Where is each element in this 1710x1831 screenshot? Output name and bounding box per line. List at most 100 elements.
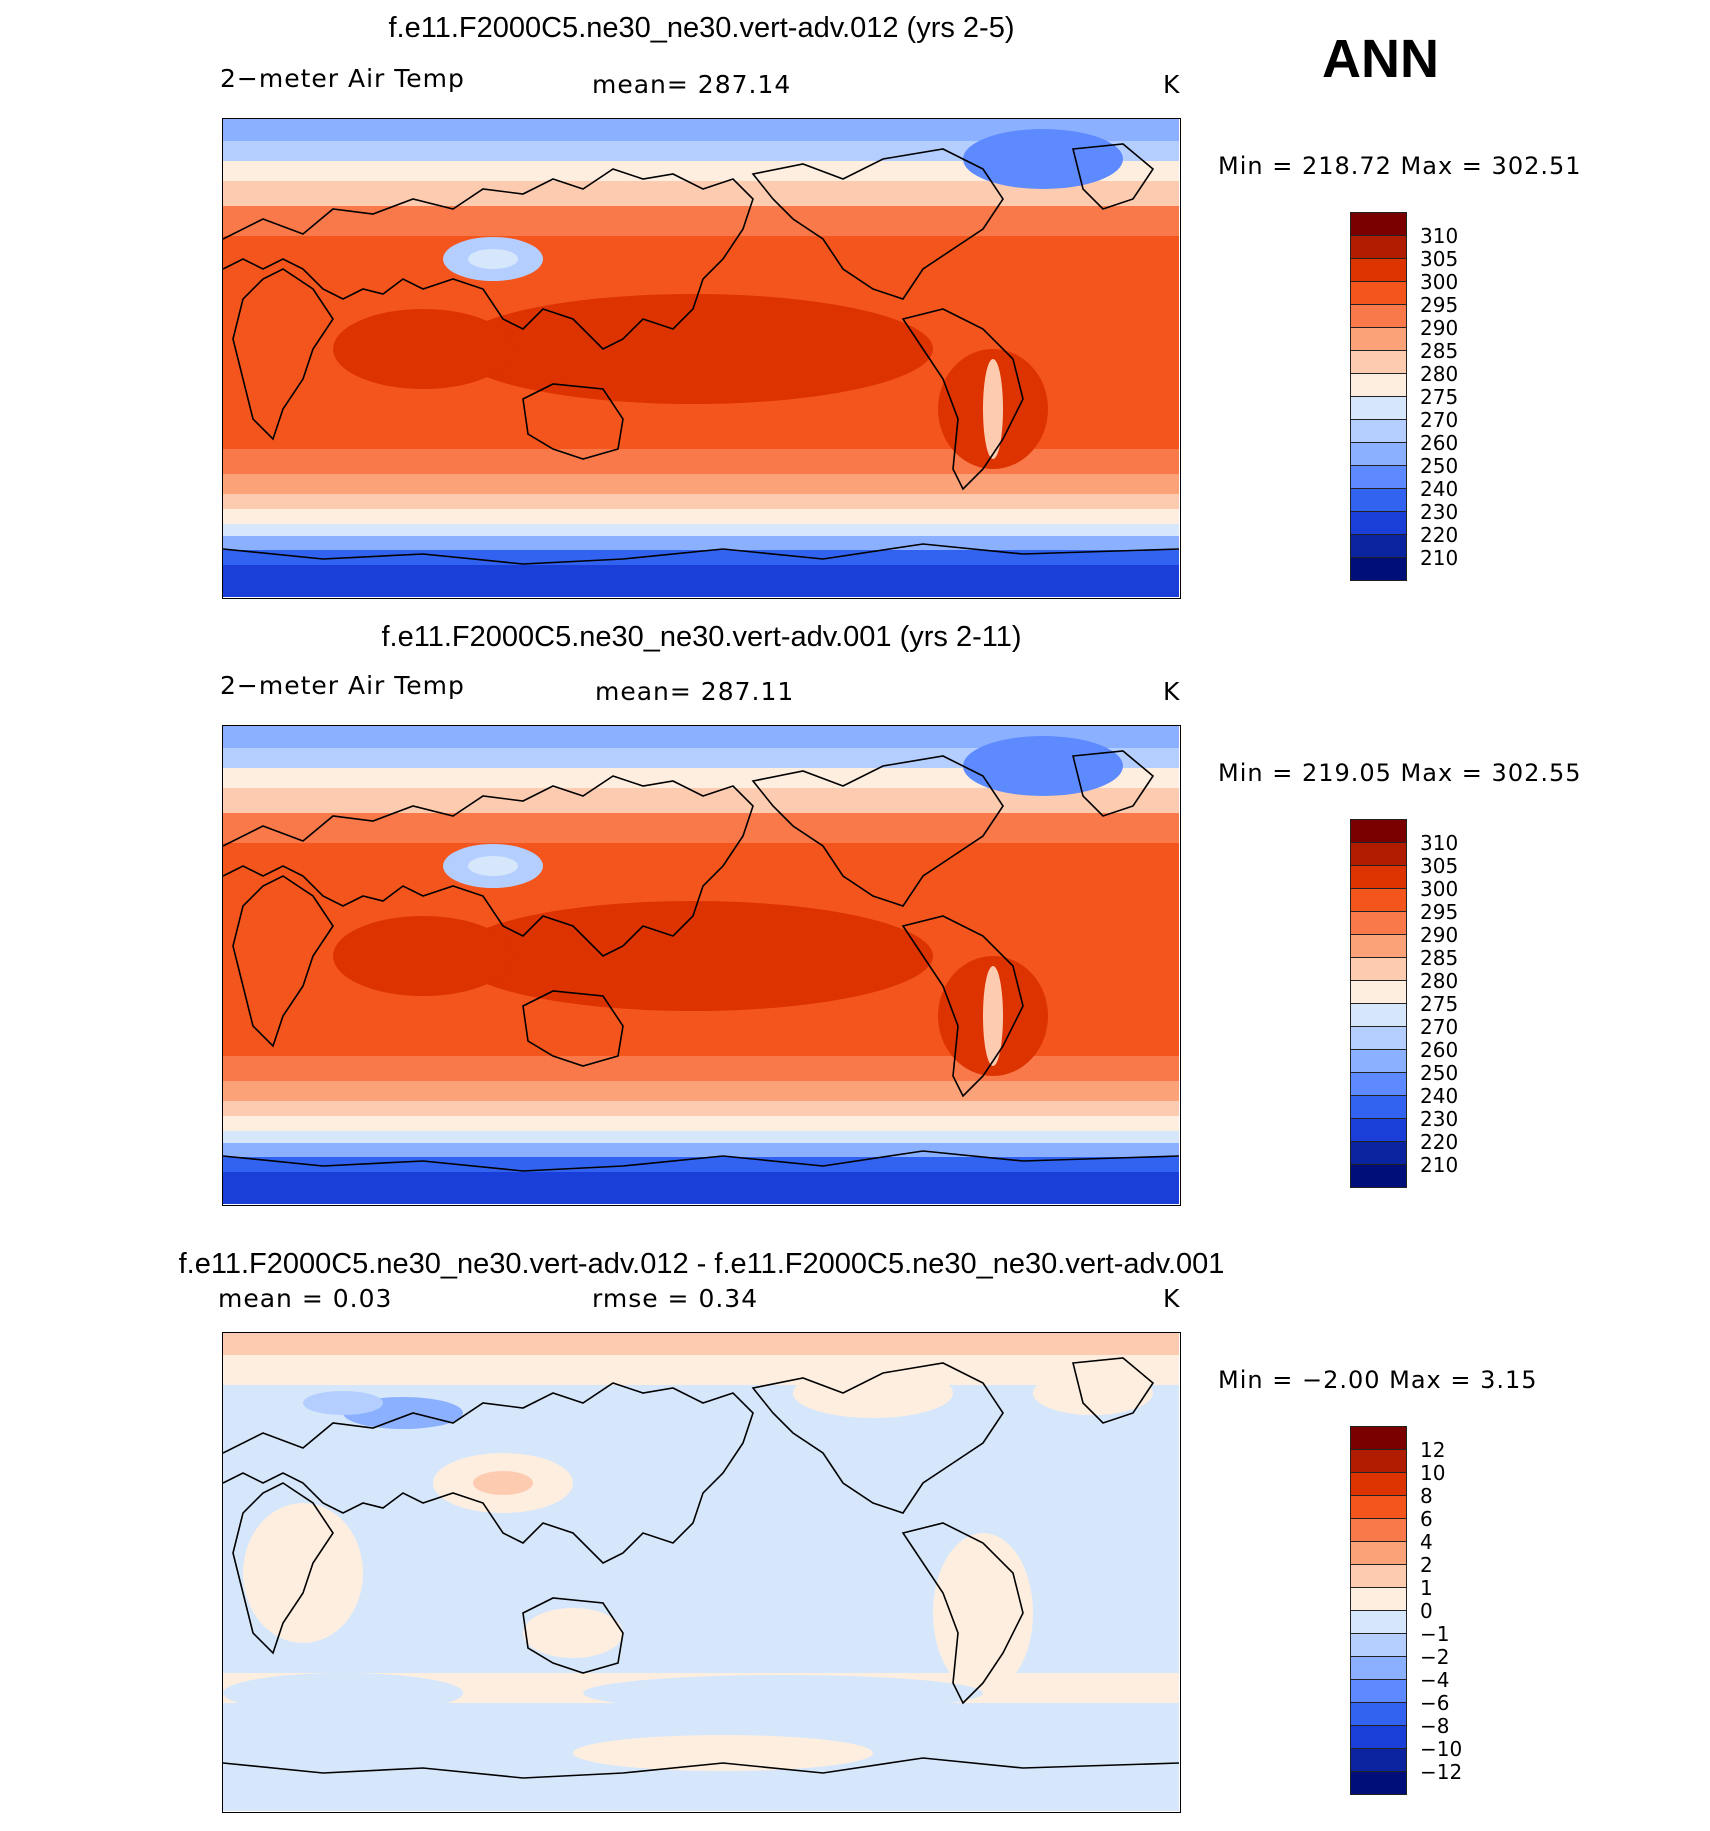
panel3-colorbar-box [1350,1541,1407,1565]
panel3-colorbar-label: −12 [1420,1760,1463,1784]
panel2-colorbar-box [1350,819,1407,843]
panel3-colorbar-label: −4 [1420,1668,1450,1692]
panel1-colorbar-box [1350,212,1407,236]
panel3-colorbar-label: −1 [1420,1622,1450,1646]
panel2-minmax: Min = 219.05 Max = 302.55 [1218,759,1582,787]
panel3-colorbar-box [1350,1610,1407,1634]
panel1-colorbar-box [1350,534,1407,558]
panel1-colorbar-label: 230 [1420,500,1459,524]
panel3-colorbar-label: 4 [1420,1530,1433,1554]
panel1-colorbar-label: 210 [1420,546,1459,570]
panel3-colorbar-label: −10 [1420,1737,1463,1761]
panel2-colorbar-label: 305 [1420,854,1459,878]
panel1-colorbar-label: 310 [1420,224,1459,248]
panel1-colorbar-label: 285 [1420,339,1459,363]
panel2-colorbar-box [1350,1118,1407,1142]
panel1-mean-label: mean= 287.14 [592,70,792,99]
panel2-title: f.e11.F2000C5.ne30_ne30.vert-adv.001 (yr… [381,621,1022,653]
panel1-colorbar-box [1350,419,1407,443]
panel3-colorbar-box [1350,1679,1407,1703]
panel3-colorbar-label: 2 [1420,1553,1433,1577]
panel2-colorbar-label: 295 [1420,900,1459,924]
panel3-colorbar-label: 8 [1420,1484,1433,1508]
panel1-colorbar-label: 300 [1420,270,1459,294]
panel1-colorbar-label: 295 [1420,293,1459,317]
panel2-colorbar-box [1350,911,1407,935]
panel1-colorbar-box [1350,281,1407,305]
panel3-colorbar-box [1350,1771,1407,1795]
panel1-colorbar-box [1350,557,1407,581]
panel3-colorbar-label: 1 [1420,1576,1433,1600]
panel3-colorbar-label: −6 [1420,1691,1450,1715]
panel2-colorbar-box [1350,888,1407,912]
panel2-mean-label: mean= 287.11 [595,677,795,706]
panel3-colorbar-box [1350,1495,1407,1519]
panel3-colorbar-label: 0 [1420,1599,1433,1623]
panel3-colorbar-box [1350,1449,1407,1473]
panel1-colorbar-box [1350,396,1407,420]
panel2-colorbar-box [1350,842,1407,866]
panel2-colorbar-label: 220 [1420,1130,1459,1154]
panel1-colorbar-box [1350,511,1407,535]
panel1-colorbar-label: 305 [1420,247,1459,271]
panel1-colorbar-label: 260 [1420,431,1459,455]
panel3-colorbar-label: 6 [1420,1507,1433,1531]
panel3-colorbar-label: 12 [1420,1438,1446,1462]
panel1-colorbar-label: 275 [1420,385,1459,409]
panel2-colorbar-box [1350,865,1407,889]
panel2-colorbar-box [1350,1141,1407,1165]
panel3-colorbar-box [1350,1587,1407,1611]
panel3-colorbar-box [1350,1426,1407,1450]
panel2-colorbar-label: 250 [1420,1061,1459,1085]
panel1-colorbar-box [1350,373,1407,397]
panel1-map [222,118,1181,599]
panel3-colorbar-box [1350,1472,1407,1496]
panel2-colorbar-box [1350,957,1407,981]
panel1-colorbar-label: 280 [1420,362,1459,386]
panel2-colorbar-label: 310 [1420,831,1459,855]
panel1-colorbar-box [1350,258,1407,282]
panel2-colorbar-label: 210 [1420,1153,1459,1177]
panel2-colorbar-box [1350,980,1407,1004]
panel1-colorbar-label: 290 [1420,316,1459,340]
panel3-colorbar-box [1350,1656,1407,1680]
panel3-colorbar-label: 10 [1420,1461,1446,1485]
panel3-colorbar-box [1350,1748,1407,1772]
panel1-colorbar-box [1350,488,1407,512]
panel3-colorbar-box [1350,1725,1407,1749]
panel2-colorbar-box [1350,1026,1407,1050]
panel3-colorbar-label: −2 [1420,1645,1450,1669]
panel3-colorbar-box [1350,1518,1407,1542]
panel3-units-label: K [1163,1284,1181,1313]
panel3-rmse-label: rmse = 0.34 [592,1284,759,1313]
panel3-minmax: Min = −2.00 Max = 3.15 [1218,1366,1538,1394]
panel2-units-label: K [1163,677,1181,706]
panel1-colorbar-box [1350,442,1407,466]
panel2-map [222,725,1181,1206]
panel1-variable-label: 2−meter Air Temp [220,64,465,93]
panel2-colorbar-box [1350,1072,1407,1096]
panel2-colorbar-box [1350,1003,1407,1027]
panel2-colorbar-box [1350,1164,1407,1188]
panel1-colorbar-box [1350,327,1407,351]
panel1-colorbar-box [1350,235,1407,259]
panel2-colorbar-label: 280 [1420,969,1459,993]
panel3-colorbar-label: −8 [1420,1714,1450,1738]
panel1-colorbar-box [1350,465,1407,489]
panel1-colorbar-label: 240 [1420,477,1459,501]
panel3-map [222,1332,1181,1813]
panel1-minmax: Min = 218.72 Max = 302.51 [1218,152,1582,180]
panel3-title: f.e11.F2000C5.ne30_ne30.vert-adv.012 - f… [178,1248,1225,1280]
panel2-colorbar-label: 240 [1420,1084,1459,1108]
panel1-colorbar-box [1350,304,1407,328]
panel2-colorbar-label: 290 [1420,923,1459,947]
panel2-colorbar-label: 260 [1420,1038,1459,1062]
panel1-units-label: K [1163,70,1181,99]
panel3-colorbar-box [1350,1564,1407,1588]
panel3-colorbar-box [1350,1633,1407,1657]
panel2-colorbar-box [1350,934,1407,958]
panel2-colorbar-box [1350,1095,1407,1119]
panel1-colorbar-box [1350,350,1407,374]
panel2-colorbar-label: 300 [1420,877,1459,901]
panel2-colorbar-label: 230 [1420,1107,1459,1131]
